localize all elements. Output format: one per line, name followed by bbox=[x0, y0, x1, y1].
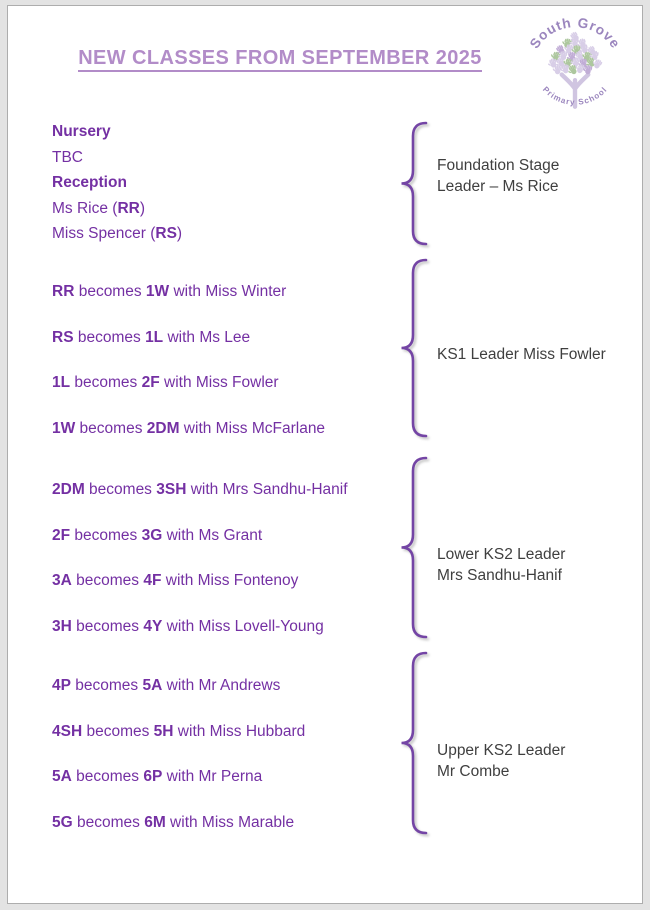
class-list-upper-ks2: 4P becomes 5A with Mr Andrews 4SH becomes… bbox=[52, 676, 305, 858]
logo-handprint-foliage bbox=[546, 30, 604, 77]
class-line: Ms Rice (RR) bbox=[52, 199, 146, 217]
class-line: 4SH becomes 5H with Miss Hubbard bbox=[52, 722, 306, 740]
document-page: NEW CLASSES FROM SEPTEMBER 2025 South Gr… bbox=[7, 5, 643, 904]
leader-label-line: Upper KS2 Leader bbox=[437, 742, 566, 759]
class-line: TBC bbox=[52, 148, 83, 166]
class-line: 2DM becomes 3SH with Mrs Sandhu-Hanif bbox=[52, 481, 348, 498]
leader-label-line: Leader – Ms Rice bbox=[437, 178, 559, 195]
handprint-icon bbox=[569, 37, 579, 47]
logo-tree-trunk bbox=[559, 72, 591, 109]
class-list-foundation: Nursery TBC Reception Ms Rice (RR) Miss Spen… bbox=[52, 119, 182, 247]
leader-label-ks1: KS1 Leader Miss Fowler bbox=[437, 344, 627, 365]
leader-label-line: Lower KS2 Leader bbox=[437, 546, 566, 563]
brace-upper-ks2-icon bbox=[401, 651, 428, 835]
class-list-ks1: RR becomes 1W with Miss Winter RS becomes… bbox=[52, 282, 325, 464]
page-title: NEW CLASSES FROM SEPTEMBER 2025 bbox=[8, 47, 552, 72]
class-line: 5G becomes 6M with Miss Marable bbox=[52, 813, 295, 831]
class-line: 3A becomes 4F with Miss Fontenoy bbox=[52, 572, 299, 589]
leader-label-line: KS1 Leader Miss Fowler bbox=[437, 346, 606, 363]
school-logo: South Grove Primary School bbox=[518, 12, 632, 120]
class-line: Nursery bbox=[52, 123, 111, 140]
class-line: Miss Spencer (RS) bbox=[52, 225, 183, 242]
leader-label-line: Mr Combe bbox=[437, 763, 510, 780]
class-line: 1L becomes 2F with Miss Fowler bbox=[52, 374, 279, 391]
class-list-lower-ks2: 2DM becomes 3SH with Mrs Sandhu-Hanif 2F … bbox=[52, 480, 348, 662]
leader-label-line: Mrs Sandhu-Hanif bbox=[437, 567, 562, 584]
class-line: RR becomes 1W with Miss Winter bbox=[52, 283, 287, 300]
class-line: RS becomes 1L with Ms Lee bbox=[52, 328, 251, 346]
brace-ks1-icon bbox=[401, 258, 428, 438]
class-line: 1W becomes 2DM with Miss McFarlane bbox=[52, 419, 326, 437]
school-logo-svg: South Grove Primary School bbox=[527, 15, 622, 109]
leader-label-foundation: Foundation Stage Leader – Ms Rice bbox=[437, 155, 627, 197]
brace-foundation-icon bbox=[401, 121, 428, 246]
class-line: 3H becomes 4Y with Miss Lovell-Young bbox=[52, 617, 324, 635]
leader-label-line: Foundation Stage bbox=[437, 157, 560, 174]
brace-lower-ks2-icon bbox=[401, 456, 428, 639]
leader-label-upper-ks2: Upper KS2 Leader Mr Combe bbox=[437, 740, 627, 782]
class-line: 2F becomes 3G with Ms Grant bbox=[52, 526, 263, 544]
class-line: Reception bbox=[52, 174, 127, 191]
page-title-text: NEW CLASSES FROM SEPTEMBER 2025 bbox=[78, 47, 482, 72]
class-line: 4P becomes 5A with Mr Andrews bbox=[52, 677, 281, 694]
leader-label-lower-ks2: Lower KS2 Leader Mrs Sandhu-Hanif bbox=[437, 544, 627, 586]
class-line: 5A becomes 6P with Mr Perna bbox=[52, 768, 263, 785]
